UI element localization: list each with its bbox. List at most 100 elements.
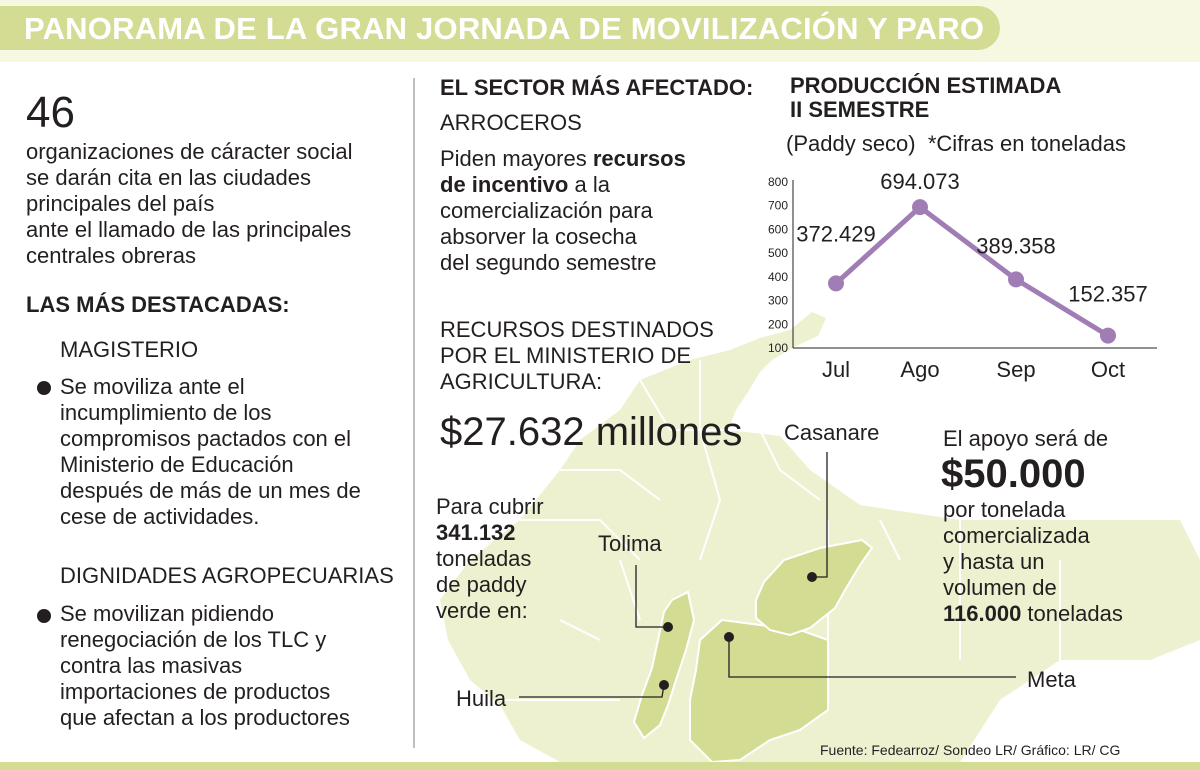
organizations-count: 46 [26,88,75,137]
group2-line: Se movilizan pidiendo [60,601,275,626]
request-bold: de incentivo [440,172,569,197]
support-amount: $50.000 [941,452,1086,496]
group1-title: MAGISTERIO [60,337,199,362]
map-label-tolima: Tolima [598,531,662,556]
column-divider [413,78,415,748]
y-tick-label: 100 [768,341,788,355]
sector-name: ARROCEROS [440,110,582,135]
map-land [440,312,1200,762]
dot-huila [659,680,669,690]
leader-tolima [635,565,668,628]
support-line: y hasta un [943,549,1045,574]
cover-amount: 341.132 [436,520,516,545]
support-line1: El apoyo será de [943,426,1109,451]
source-footer: Fuente: Fedearroz/ Sondeo LR/ Gráfico: L… [820,742,1121,758]
bottom-band [0,762,1200,769]
chart-units-left: (Paddy seco) [786,131,916,156]
resources-line: RECURSOS DESTINADOS [440,317,714,342]
group1-line: cese de actividades. [60,504,260,529]
cover-line: de paddy [436,572,527,597]
cover-line: toneladas [436,546,532,571]
dot-tolima [663,622,673,632]
intro-line: ante el llamado de las principales [26,217,352,242]
group1-line: incumplimiento de los [60,400,272,425]
support-line: comercializada [943,523,1090,548]
resources-line: AGRICULTURA: [440,369,603,394]
leader-meta [728,637,1016,678]
map-region-tolima-huila [632,590,696,740]
production-chart: 800 700 600 500 400 300 200 100 Jul Ago Sep Oct 37… [768,169,1157,382]
bullet-icon [37,381,51,395]
group1-line: después de más de un mes de [60,478,361,503]
chart-point [1008,271,1024,288]
y-tick-label: 500 [768,246,788,260]
y-tick-label: 300 [768,294,788,308]
x-tick-label: Jul [822,357,850,382]
intro-line: principales del país [26,191,215,216]
request-line: de incentivo a la [440,172,610,197]
map-label-casanare: Casanare [784,420,879,445]
request-line: absorver la cosecha [440,224,637,249]
cover-line: verde en: [436,598,528,623]
chart-series-line [833,204,1111,339]
x-tick-label: Ago [900,357,939,382]
resources-text: RECURSOS DESTINADOS POR EL MINISTERIO DE… [440,317,714,395]
map-label-huila: Huila [456,686,507,711]
chart-point [828,275,844,292]
dot-casanare [807,572,817,582]
cover-text: Para cubrir 341.132 toneladas de paddy v… [436,494,544,624]
intro-line: centrales obreras [26,243,196,268]
group2-line: que afectan a los productores [60,705,350,730]
chart-title-line: PRODUCCIÓN ESTIMADA [790,73,1062,98]
data-label: 372.429 [796,221,876,246]
data-label: 389.358 [976,233,1056,258]
y-tick-label: 200 [768,317,788,331]
chart-subtitle: II SEMESTRE [790,97,930,122]
data-label: 152.357 [1068,282,1148,307]
group2-line: importaciones de productos [60,679,331,704]
group1-line: Ministerio de Educación [60,452,294,477]
request-line: comercialización para [440,198,653,223]
header-band [0,6,1000,50]
page-title: PANORAMA DE LA GRAN JORNADA DE MOVILIZAC… [24,11,985,46]
support-text: por tonelada comercializada y hasta un v… [943,497,1123,627]
x-tick-label: Sep [996,357,1035,382]
chart-point [1100,327,1116,344]
intro-line: organizaciones de cáracter social [26,139,353,164]
x-tick-label: Oct [1091,357,1125,382]
intro-text: organizaciones de cáracter social se dar… [26,139,353,269]
chart-units-right: *Cifras en toneladas [927,131,1126,156]
request-line: del segundo semestre [440,250,657,275]
request-line: Piden mayores recursos [440,146,686,171]
resources-amount: $27.632 millones [440,410,743,454]
group1-text: Se moviliza ante el incumplimiento de lo… [60,374,361,530]
data-label: 694.073 [880,169,960,194]
group1-line: Se moviliza ante el [60,374,245,399]
chart-title: PRODUCCIÓN ESTIMADA II SEMESTRE [790,74,1061,122]
dot-meta [724,632,734,642]
support-line: 116.000 toneladas [943,601,1123,626]
chart-units: (Paddy seco) *Cifras en toneladas [786,131,1126,157]
sector-heading: EL SECTOR MÁS AFECTADO: [440,75,754,100]
resources-line: POR EL MINISTERIO DE [440,343,692,368]
request-text: Piden mayores recursos de incentivo a la… [440,146,686,276]
cover-line: Para cubrir [436,494,544,519]
y-tick-label: 400 [768,270,788,284]
map-region-casanare [755,538,874,637]
support-line: volumen de [943,575,1057,600]
y-tick-label: 700 [768,199,788,213]
y-tick-label: 800 [768,175,788,189]
support-volume: 116.000 [943,601,1022,626]
chart-point [912,199,928,216]
group1-line: compromisos pactados con el [60,426,352,451]
map-country-shape [440,312,1200,762]
intro-line: se darán cita en las ciudades [26,165,311,190]
group2-line: renegociación de los TLC y [60,627,327,652]
map-label-meta: Meta [1027,667,1077,692]
group2-text: Se movilizan pidiendo renegociación de l… [60,601,350,731]
request-bold: recursos [592,146,686,171]
header-bar: PANORAMA DE LA GRAN JORNADA DE MOVILIZAC… [0,0,1200,62]
support-line: por tonelada [943,497,1066,522]
group2-line: contra las masivas [60,653,243,678]
